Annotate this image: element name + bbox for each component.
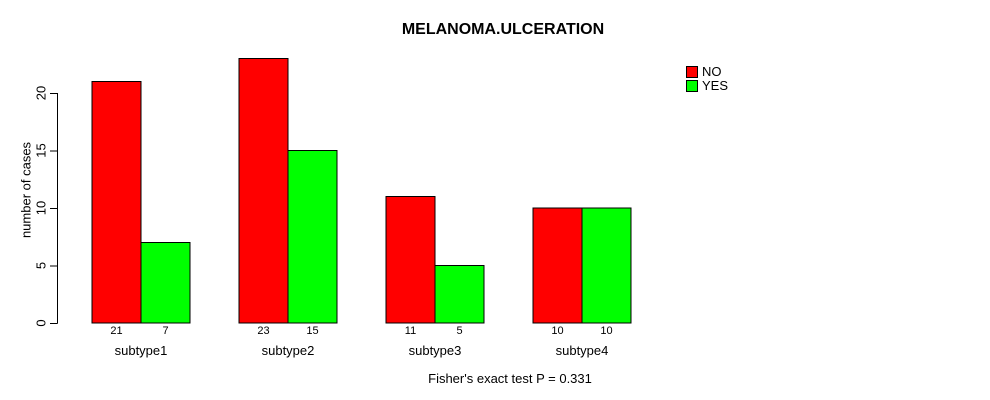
bar-yes-subtype2	[287, 150, 338, 324]
x-category-label: subtype2	[262, 343, 315, 358]
bar-value-label: 7	[162, 325, 168, 337]
legend-item-yes: YES	[686, 79, 728, 92]
legend-swatch-icon	[686, 65, 698, 78]
y-tick-label: 5	[34, 262, 49, 269]
bar-value-label: 23	[257, 325, 269, 337]
x-category-label: subtype1	[115, 343, 168, 358]
bar-value-label: 10	[600, 325, 612, 337]
x-category-label: subtype4	[556, 343, 609, 358]
bar-no-subtype4	[532, 207, 583, 324]
bar-no-subtype2	[238, 58, 289, 324]
bar-value-label: 10	[551, 325, 563, 337]
stat-test-label: Fisher's exact test P = 0.331	[428, 371, 592, 386]
legend-swatch-icon	[686, 79, 698, 92]
y-tick-label: 15	[34, 143, 49, 157]
bar-yes-subtype3	[434, 265, 485, 324]
bar-yes-subtype4	[581, 207, 632, 324]
y-tick-label: 10	[34, 201, 49, 215]
y-tick-label: 0	[34, 319, 49, 326]
bar-yes-subtype1	[140, 242, 191, 324]
bar-no-subtype3	[385, 196, 436, 324]
bar-value-label: 21	[110, 325, 122, 337]
bar-value-label: 11	[405, 325, 416, 337]
y-tick-label: 20	[34, 86, 49, 100]
x-category-label: subtype3	[409, 343, 462, 358]
chart-title: MELANOMA.ULCERATION	[401, 21, 605, 38]
legend: NO YES	[686, 65, 728, 93]
bar-no-subtype1	[91, 81, 142, 324]
bar-value-label: 15	[306, 325, 318, 337]
legend-label: YES	[702, 78, 729, 93]
bar-value-label: 5	[456, 325, 462, 337]
legend-label: NO	[702, 64, 722, 79]
legend-item-no: NO	[686, 65, 728, 78]
y-axis-label: number of cases	[18, 141, 34, 239]
